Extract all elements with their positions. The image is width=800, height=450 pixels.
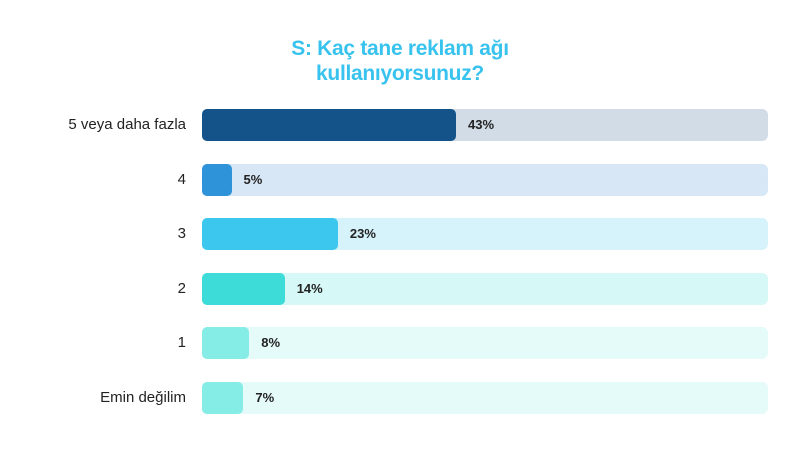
category-label: Emin değilim bbox=[100, 389, 186, 406]
value-label: 8% bbox=[261, 335, 281, 351]
category-label: 4 bbox=[177, 170, 186, 188]
value-label: 7% bbox=[255, 390, 275, 405]
bar-track bbox=[202, 163, 768, 196]
bar bbox=[202, 109, 456, 141]
value-label: 43% bbox=[468, 117, 495, 132]
bar bbox=[202, 272, 285, 305]
category-label: 1 bbox=[177, 334, 186, 352]
bar-track bbox=[202, 382, 768, 414]
chart-title-line-1: S: Kaç tane reklam ağı bbox=[291, 37, 509, 60]
bar-track bbox=[202, 327, 768, 360]
category-label: 3 bbox=[177, 225, 186, 243]
bar-track bbox=[202, 272, 768, 305]
bar bbox=[202, 382, 244, 414]
bar bbox=[202, 163, 232, 196]
chart-title-line-2: kullanıyorsunuz? bbox=[316, 62, 484, 85]
value-label: 23% bbox=[349, 226, 376, 242]
category-label: 2 bbox=[177, 279, 186, 297]
value-label: 5% bbox=[243, 171, 263, 187]
chart-title: S: Kaç tane reklam ağı kullanıyorsunuz? bbox=[0, 36, 800, 86]
bar bbox=[202, 327, 250, 360]
bar bbox=[202, 218, 338, 251]
category-label: 5 veya daha fazla bbox=[68, 116, 186, 133]
value-label: 14% bbox=[296, 280, 323, 296]
